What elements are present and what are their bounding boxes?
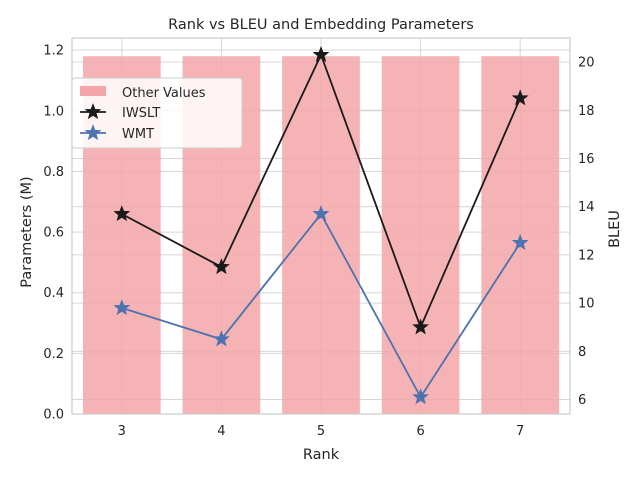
legend-box [71,77,243,149]
right-y-tick-14: 14 [578,200,595,215]
right-y-tick-10: 10 [578,297,595,312]
x-tick-5: 5 [317,424,325,439]
left-y-tick-0.2: 0.2 [43,347,64,362]
legend-line-iwslt [80,103,106,120]
x-axis-label: Rank [303,447,340,463]
left-y-tick-0.4: 0.4 [43,286,64,301]
legend-label-other-values: Other Values [122,86,206,101]
left-y-tick-0.0: 0.0 [43,408,64,423]
x-tick-3: 3 [118,424,126,439]
right-y-tick-16: 16 [578,152,595,167]
marker-wmt-rank-5 [312,205,330,222]
marker-iwslt-rank-7 [511,89,529,106]
tick-labels: 0.0 0.2 0.4 0.6 0.8 1.0 1.2 6 8 10 12 14 16 18 20 3 4 5 6 7 [43,44,594,439]
marker-wmt-rank-7 [511,234,529,251]
marker-iwslt-rank-5 [312,46,330,63]
bar-rank-5 [282,56,360,415]
marker-wmt-rank-4 [212,330,230,347]
legend-swatch-other-values [80,86,106,96]
x-tick-6: 6 [416,424,424,439]
right-y-tick-6: 6 [578,393,586,408]
right-y-tick-20: 20 [578,56,595,71]
left-y-tick-1.2: 1.2 [43,44,64,59]
left-y-tick-1.0: 1.0 [43,104,64,119]
legend-marker-wmt [84,124,102,141]
marker-iwslt-rank-3 [113,205,131,222]
bar-rank-6 [381,56,460,415]
line-series [113,46,529,405]
chart-title: Rank vs BLEU and Embedding Parameters [168,17,474,33]
left-y-tick-0.8: 0.8 [43,165,64,180]
plot-frame [71,37,571,415]
x-tick-4: 4 [217,424,225,439]
marker-iwslt-rank-6 [412,318,430,335]
right-y-axis-label: BLEU [607,210,623,248]
marker-wmt-rank-3 [113,299,131,316]
marker-iwslt-rank-4 [212,258,230,275]
marker-wmt-rank-6 [412,388,430,405]
legend-line-wmt [80,124,106,141]
legend-label-wmt: WMT [122,127,154,142]
left-y-axis-label: Parameters (M) [19,176,35,287]
legend: Other Values IWSLT WMT [71,77,243,149]
legend-label-iwslt: IWSLT [122,106,160,121]
legend-marker-iwslt [84,103,102,120]
x-tick-7: 7 [516,424,524,439]
right-y-tick-12: 12 [578,248,595,263]
left-y-tick-0.6: 0.6 [43,226,64,241]
right-y-tick-18: 18 [578,104,595,119]
right-y-tick-8: 8 [578,345,586,360]
plot-border [71,37,571,415]
